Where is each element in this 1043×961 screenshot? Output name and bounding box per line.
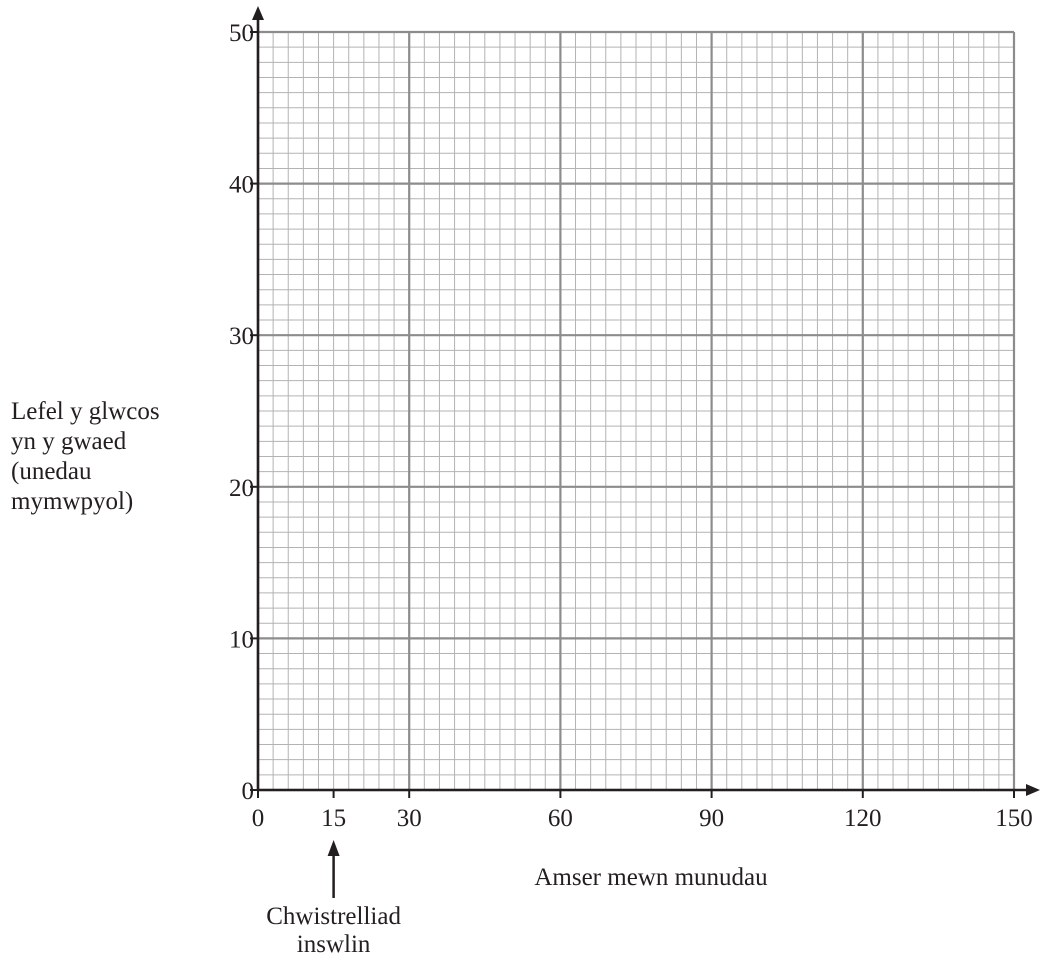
x-tick-label: 150 <box>995 805 1033 832</box>
y-axis-label-line-3: (unedau <box>11 458 92 485</box>
y-tick-label: 20 <box>229 475 254 502</box>
y-tick-label: 0 <box>242 778 255 805</box>
x-tick-label: 30 <box>397 805 422 832</box>
y-axis-label-line-1: Lefel y glwcos <box>11 398 160 425</box>
y-tick-label: 30 <box>229 323 254 350</box>
x-axis-arrow-icon <box>1026 784 1040 796</box>
y-tick-label: 10 <box>229 626 254 653</box>
annotation-label-line-1: Chwistrelliad <box>266 903 401 930</box>
injection-annotation: Chwistrelliad inswlin <box>266 840 401 958</box>
y-tick-labels: 0 10 20 30 40 50 <box>229 20 258 805</box>
y-tick-label: 40 <box>229 172 254 199</box>
x-tick-label: 90 <box>699 805 724 832</box>
x-tick-label: 60 <box>548 805 573 832</box>
x-tick-label: 120 <box>844 805 882 832</box>
y-axis-arrow-icon <box>252 6 264 20</box>
annotation-label-line-2: inswlin <box>297 931 371 958</box>
x-tick-labels: 0 15 30 60 90 120 150 <box>252 790 1033 832</box>
y-axis-label: Lefel y glwcos yn y gwaed (unedau mymwpy… <box>11 398 160 515</box>
minor-gridlines <box>257 31 1015 791</box>
x-tick-label: 15 <box>321 805 346 832</box>
x-axis-label: Amser mewn munudau <box>534 864 768 891</box>
annotation-arrowhead-icon <box>327 840 340 856</box>
axes <box>252 6 1040 796</box>
y-tick-label: 50 <box>229 20 254 47</box>
y-axis-label-line-2: yn y gwaed <box>11 428 127 455</box>
y-axis-label-line-4: mymwpyol) <box>11 488 133 515</box>
x-tick-label: 0 <box>252 805 265 832</box>
